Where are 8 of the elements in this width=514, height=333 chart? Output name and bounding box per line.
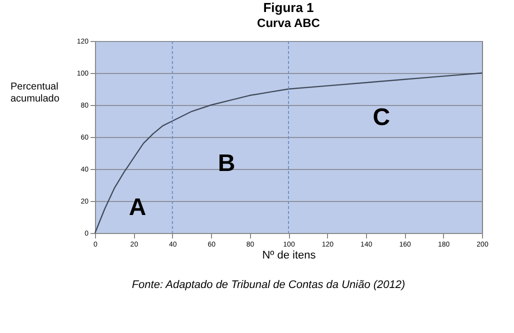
chart-title: Figura 1 <box>263 0 314 15</box>
source-note: Fonte: Adaptado de Tribunal de Contas da União (2012) <box>132 279 406 291</box>
annotation: C <box>372 104 390 131</box>
annotation: A <box>128 194 146 222</box>
y-axis-title: Percentual acumulado <box>10 82 60 104</box>
x-axis-title: Nº de itens <box>262 250 316 262</box>
annotation: B <box>218 150 236 177</box>
chart-subtitle: Curva ABC <box>257 16 320 30</box>
